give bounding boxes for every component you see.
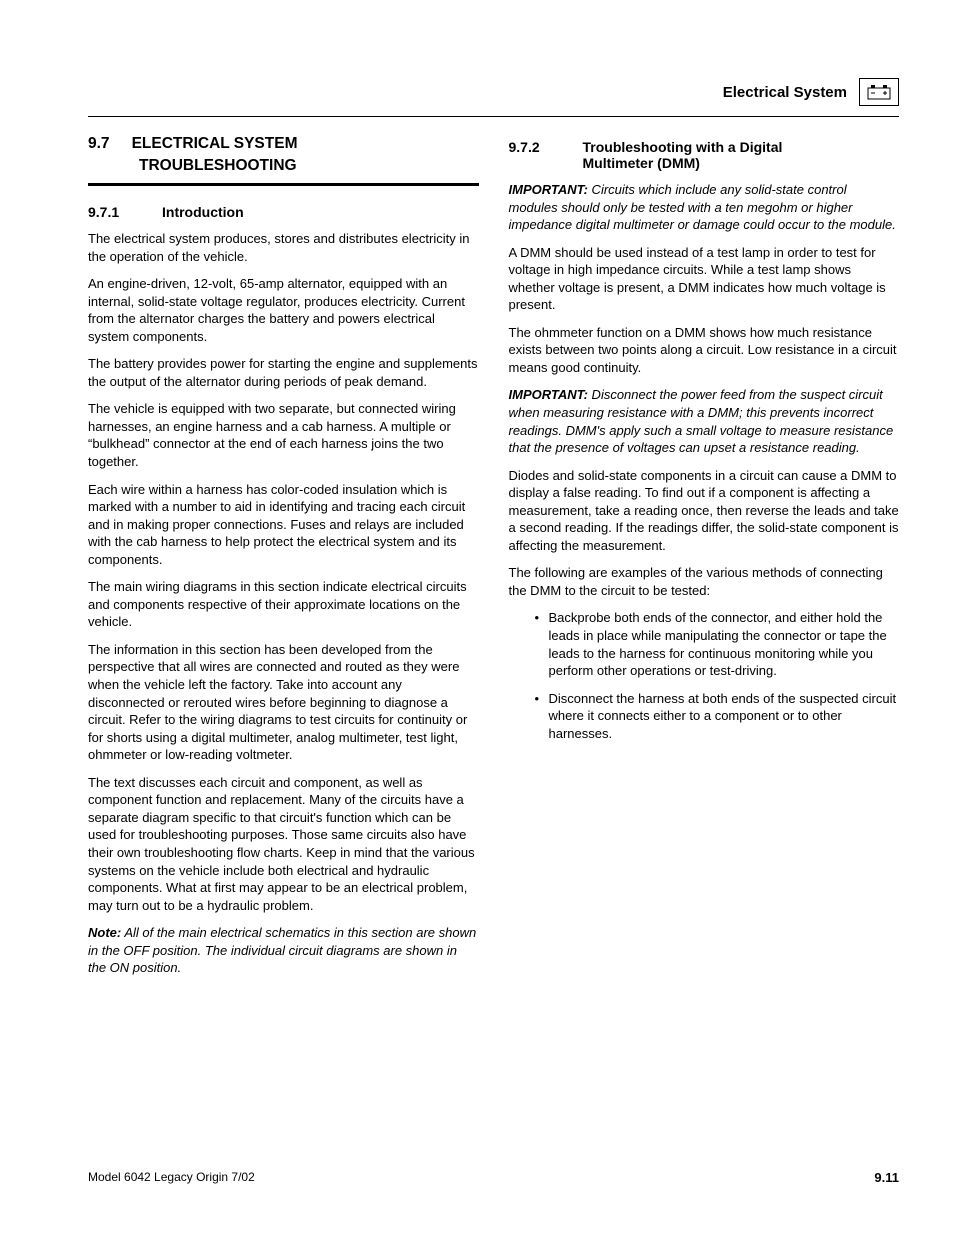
right-column: 9.7.2 Troubleshooting with a DigitalMult… [509,135,900,987]
subsection-number: 9.7.1 [88,204,140,220]
left-column: 9.7 ELECTRICAL SYSTEM TROUBLESHOOTING 9.… [88,135,479,987]
section-title-line1: ELECTRICAL SYSTEM [132,135,298,153]
subsection-number: 9.7.2 [509,139,561,171]
page-content: 9.7 ELECTRICAL SYSTEM TROUBLESHOOTING 9.… [88,135,899,987]
body-paragraph: Each wire within a harness has color-cod… [88,481,479,569]
note-paragraph: Note: All of the main electrical schemat… [88,924,479,977]
note-body: All of the main electrical schematics in… [88,925,476,975]
footer-left: Model 6042 Legacy Origin 7/02 [88,1170,255,1185]
body-paragraph: The information in this section has been… [88,641,479,764]
battery-icon [859,78,899,106]
important-paragraph: IMPORTANT: Circuits which include any so… [509,181,900,234]
page-footer: Model 6042 Legacy Origin 7/02 9.11 [88,1170,899,1185]
subsection-heading: 9.7.1 Introduction [88,204,479,220]
body-paragraph: The following are examples of the variou… [509,564,900,599]
important-lead: IMPORTANT: [509,182,588,197]
body-paragraph: The vehicle is equipped with two separat… [88,400,479,470]
list-item: Disconnect the harness at both ends of t… [549,690,900,743]
list-item: Backprobe both ends of the connector, an… [549,609,900,679]
body-paragraph: The text discusses each circuit and comp… [88,774,479,914]
body-paragraph: A DMM should be used instead of a test l… [509,244,900,314]
page-header: Electrical System [723,78,899,106]
body-paragraph: The ohmmeter function on a DMM shows how… [509,324,900,377]
subsection-title: Introduction [162,204,244,220]
section-number: 9.7 [88,135,110,153]
bullet-list: Backprobe both ends of the connector, an… [509,609,900,742]
body-paragraph: The battery provides power for starting … [88,355,479,390]
note-lead: Note: [88,925,121,940]
subsection-title: Troubleshooting with a DigitalMultimeter… [583,139,783,171]
body-paragraph: The electrical system produces, stores a… [88,230,479,265]
important-lead: IMPORTANT: [509,387,588,402]
important-paragraph: IMPORTANT: Disconnect the power feed fro… [509,386,900,456]
header-title: Electrical System [723,84,847,101]
section-heading-line2: TROUBLESHOOTING [88,157,479,175]
subsection-heading: 9.7.2 Troubleshooting with a DigitalMult… [509,139,900,171]
header-rule [88,116,899,117]
body-paragraph: An engine-driven, 12-volt, 65-amp altern… [88,275,479,345]
body-paragraph: Diodes and solid-state components in a c… [509,467,900,555]
section-rule [88,183,479,186]
body-paragraph: The main wiring diagrams in this section… [88,578,479,631]
section-heading: 9.7 ELECTRICAL SYSTEM [88,135,479,153]
footer-page-number: 9.11 [874,1170,899,1185]
section-title-line2: TROUBLESHOOTING [139,157,297,175]
